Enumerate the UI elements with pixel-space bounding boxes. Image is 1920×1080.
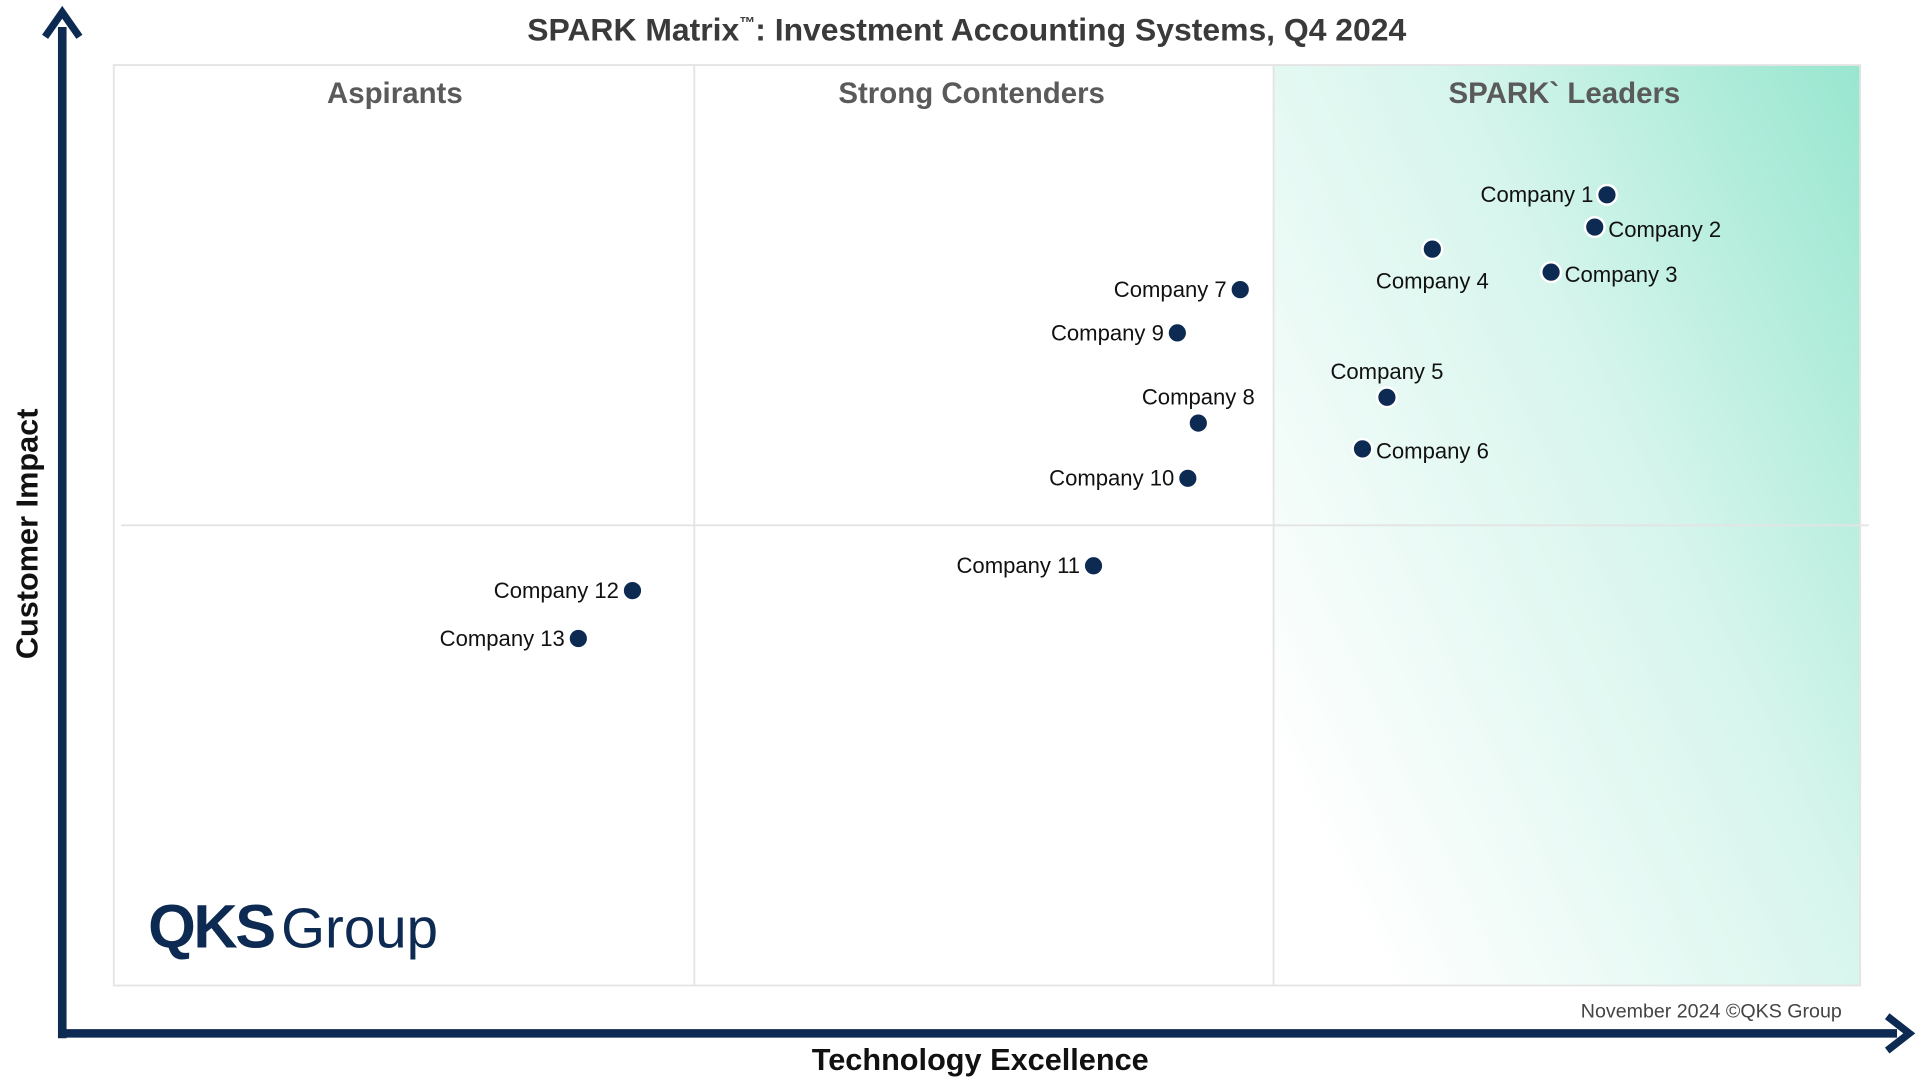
x-axis	[58, 1013, 1916, 1054]
data-point	[1351, 437, 1374, 460]
footer-copyright: November 2024 ©QKS Group	[1581, 1000, 1842, 1022]
data-point-label: Company 3	[1565, 262, 1678, 287]
data-point-label: Company 12	[494, 578, 619, 603]
data-point-label: Company 5	[1330, 359, 1443, 384]
data-point	[1082, 554, 1105, 577]
data-point-label: Company 4	[1376, 268, 1489, 293]
data-point-label: Company 7	[1114, 277, 1227, 302]
data-point	[1595, 183, 1619, 206]
y-axis-arrow-icon	[42, 5, 83, 39]
data-point	[1187, 412, 1210, 435]
data-point	[1166, 321, 1189, 344]
qks-group-logo: QKS Group	[148, 892, 438, 961]
data-point-label: Company 11	[956, 553, 1080, 578]
data-point	[1375, 386, 1398, 409]
data-point	[1176, 467, 1199, 490]
data-point	[1540, 261, 1563, 284]
data-point-label: Company 2	[1608, 217, 1721, 242]
data-point-label: Company 13	[440, 626, 565, 651]
x-axis-arrow-icon	[1884, 1013, 1916, 1054]
data-point-label: Company 6	[1376, 439, 1489, 464]
quadrant-label-aspirants: Aspirants	[327, 77, 463, 110]
data-point	[1229, 278, 1252, 301]
data-point	[1583, 216, 1606, 239]
data-point-label: Company 9	[1051, 320, 1164, 345]
y-axis	[42, 5, 83, 1039]
data-point-label: Company 10	[1049, 466, 1174, 491]
quadrant-label-leaders: SPARK` Leaders	[1449, 77, 1681, 110]
quadrant-label-strong-contenders: Strong Contenders	[838, 77, 1105, 110]
data-point	[621, 579, 644, 602]
data-point-label: Company 1	[1481, 182, 1594, 207]
data-point	[1421, 238, 1444, 261]
data-points: Company 1 Company 2 Company 3 Company 4 Comp…	[440, 182, 1722, 651]
chart-title: SPARK Matrix™: Investment Accounting Sys…	[527, 11, 1406, 47]
x-axis-label: Technology Excellence	[812, 1042, 1149, 1077]
data-point-label: Company 8	[1142, 385, 1255, 410]
y-axis-label: Customer Impact	[10, 409, 45, 660]
data-point	[567, 627, 590, 650]
